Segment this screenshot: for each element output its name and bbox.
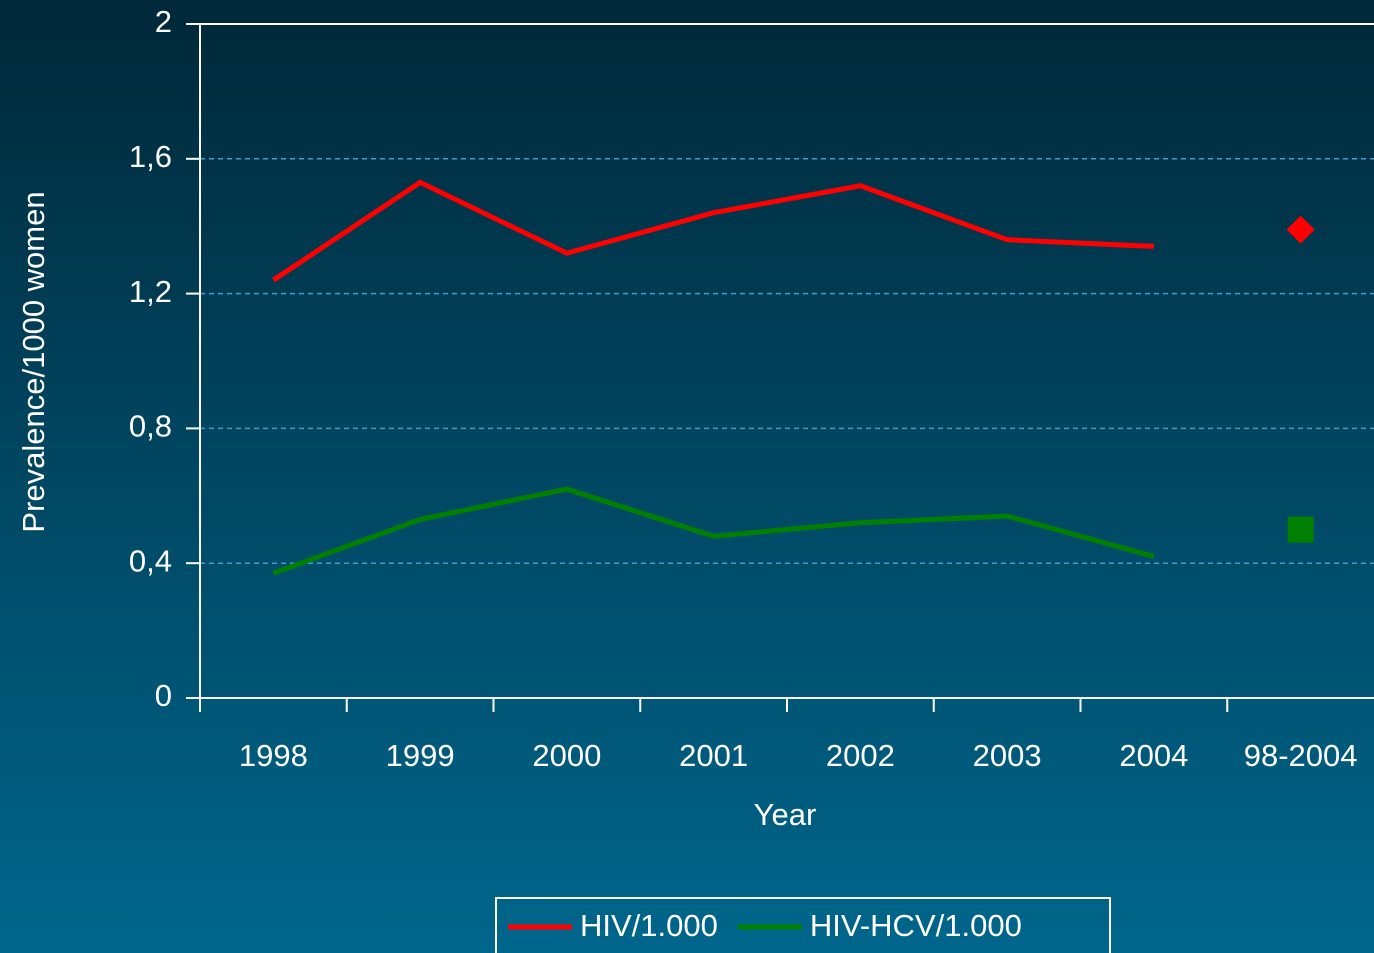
summary-marker (1286, 215, 1315, 244)
y-tick-label: 0,8 (129, 409, 172, 444)
y-tick-label: 2 (155, 4, 172, 39)
x-tick-label: 2004 (1119, 738, 1188, 773)
legend-label: HIV/1.000 (580, 908, 718, 943)
x-tick-label: 2001 (679, 738, 748, 773)
x-tick-label: 2003 (973, 738, 1042, 773)
y-tick-label: 1,6 (129, 139, 172, 174)
x-tick-label: 1999 (386, 738, 455, 773)
series-line (272, 486, 1155, 576)
x-tick-label: 1998 (239, 738, 308, 773)
summary-marker (1287, 516, 1314, 543)
x-tick-label: 98-2004 (1244, 738, 1358, 773)
x-tick-label: 2000 (532, 738, 601, 773)
x-axis-label: Year (754, 797, 817, 832)
y-tick-label: 1,2 (129, 274, 172, 309)
x-tick-label: 2002 (826, 738, 895, 773)
series-line (271, 179, 1154, 283)
legend-box (495, 897, 1111, 953)
y-axis-label: Prevalence/1000 women (16, 191, 51, 532)
legend-label: HIV-HCV/1.000 (810, 908, 1022, 943)
y-tick-label: 0 (155, 678, 172, 713)
y-tick-label: 0,4 (129, 543, 172, 578)
